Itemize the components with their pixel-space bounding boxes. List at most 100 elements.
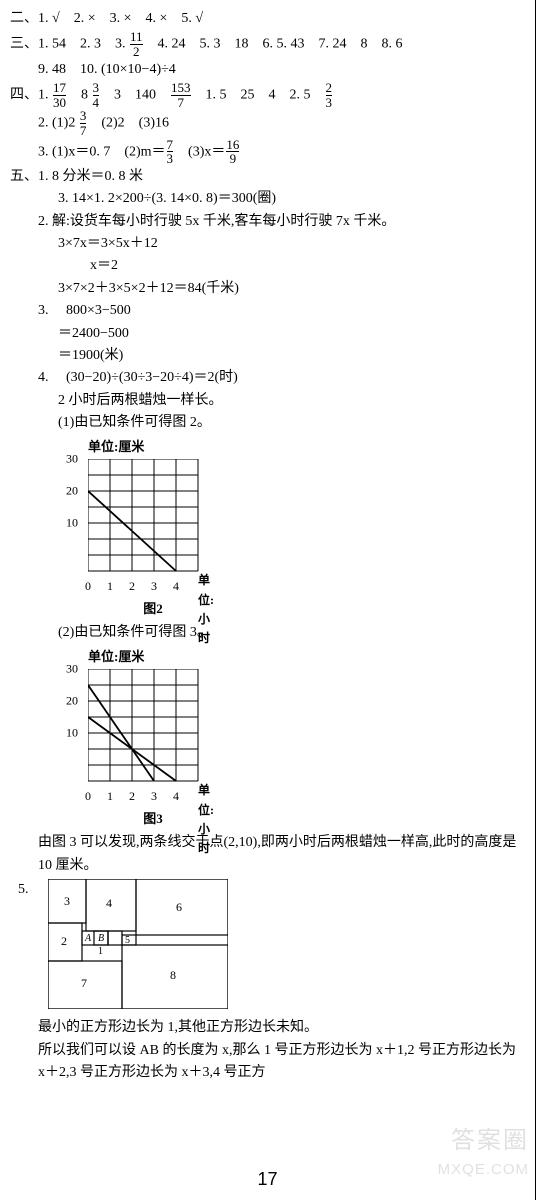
sec2-a1: 1. √: [38, 11, 60, 26]
fd: 4: [93, 95, 100, 110]
xtick-4b: 4: [173, 787, 179, 806]
s4-2-2: (2)2: [101, 116, 124, 131]
sec2-a4: 4. ×: [146, 11, 168, 26]
fn: 16: [226, 138, 239, 152]
ytick-20: 20: [66, 482, 78, 501]
s4-v9: 2. 5: [290, 87, 311, 102]
sec5-q3l3: ＝1900(米): [10, 345, 521, 367]
fn: 153: [171, 81, 191, 95]
sq-5: 5: [125, 935, 130, 946]
s4-f1: 1730: [53, 81, 66, 109]
page-number: 17: [257, 1165, 277, 1194]
s4-3-f3: 169: [226, 138, 239, 166]
watermark-text: 答案圈: [451, 1122, 529, 1160]
sec2-a2: 2. ×: [74, 11, 96, 26]
xtick-0b: 0: [85, 787, 91, 806]
chart-xlabel-2: 单位:小时: [198, 571, 220, 648]
s3-8: 8. 6: [382, 37, 403, 52]
sq-6: 6: [176, 900, 182, 914]
chart-3: 30 20 10 0 1 2 3 4 单位:小时: [70, 669, 220, 809]
s4-3-2a: (2)m＝: [124, 144, 165, 159]
s4-2-f: 37: [80, 109, 87, 137]
sq-1: 1: [98, 946, 103, 957]
sec5-q2l3: x＝2: [10, 255, 521, 277]
sec2-a5: 5. √: [181, 11, 203, 26]
fd: 30: [53, 95, 66, 110]
s3-4: 4. 24: [158, 37, 186, 52]
sec5-q4l1: 4. (30−20)÷(30÷3−20÷4)＝2(时): [10, 367, 521, 389]
sec5-q2l2: 3×7x＝3×5x＋12: [10, 233, 521, 255]
sec5-q5txt1: 最小的正方形边长为 1,其他正方形边长未知。: [10, 1017, 521, 1039]
s3-2: 2. 3: [80, 37, 101, 52]
fd: 3: [326, 95, 333, 110]
q5-header: 5.: [10, 879, 38, 901]
s4-2-1a: 2. (1)2: [38, 116, 75, 131]
s4-3-1: 3. (1)x＝0. 7: [38, 144, 110, 159]
chart-2: 30 20 10 0 1 2 3 4 单位:小时: [70, 459, 220, 599]
s4-v6: 1. 5: [206, 87, 227, 102]
s4-v7: 25: [241, 87, 255, 102]
s4-f5: 1537: [171, 81, 191, 109]
xtick-1b: 1: [107, 787, 113, 806]
sec5-q1l1: 五、1. 8 分米＝0. 8 米: [10, 166, 521, 188]
sq-4: 4: [106, 896, 112, 910]
ytick-10: 10: [66, 514, 78, 533]
ytick-20b: 20: [66, 692, 78, 711]
sec5-q4l4: (2)由已知条件可得图 3。: [10, 622, 521, 644]
fd: 7: [171, 95, 191, 110]
ytick-30b: 30: [66, 660, 78, 679]
chart-ylabel-2: 单位:厘米: [88, 437, 521, 458]
sec3-row1: 三、1. 54 2. 3 3. 112 4. 24 5. 3 18 6. 5. …: [10, 30, 521, 58]
sec5-q4l2: 2 小时后两根蜡烛一样长。: [10, 390, 521, 412]
s3-6: 6. 5. 43: [263, 37, 305, 52]
fd: 9: [226, 151, 239, 166]
s3-10: 10. (10×10−4)÷4: [80, 62, 176, 77]
s3-3-frac: 112: [130, 30, 143, 58]
xtick-2b: 2: [129, 787, 135, 806]
sq-7: 7: [81, 976, 87, 990]
q5-row: 5. 3 4 6 2 A B 1: [10, 879, 521, 1017]
s4-3-3a: (3)x＝: [188, 144, 225, 159]
s4-v4: 140: [135, 87, 156, 102]
sec5-q3l1: 3. 800×3−500: [10, 300, 521, 322]
s4-v3: 3: [114, 87, 121, 102]
sec3-header: 三、: [10, 37, 38, 52]
xtick-3: 3: [151, 577, 157, 596]
s3-7: 7. 24 8: [319, 37, 368, 52]
s3-3a: 3.: [115, 37, 126, 52]
frac-n: 11: [130, 30, 143, 44]
xtick-2: 2: [129, 577, 135, 596]
s4-v2: 8: [81, 87, 88, 102]
chart-xlabel-3: 单位:小时: [198, 781, 220, 858]
sec5-q4txt: 由图 3 可以发现,两条线交于点(2,10),即两小时后两根蜡烛一样高,此时的高…: [10, 832, 521, 877]
sec4-row3: 3. (1)x＝0. 7 (2)m＝73 (3)x＝169: [10, 138, 521, 166]
frac-d: 2: [130, 44, 143, 59]
sq-8: 8: [170, 968, 176, 982]
sec5-q4l3: (1)由已知条件可得图 2。: [10, 412, 521, 434]
sec5-q2l4: 3×7×2＋3×5×2＋12＝84(千米): [10, 278, 521, 300]
sq-B: B: [98, 933, 104, 944]
s3-5: 5. 3 18: [200, 37, 249, 52]
chart-2-wrap: 单位:厘米 30 20 10 0 1 2 3 4 单位:小时 图2: [70, 437, 521, 621]
sq-3: 3: [64, 894, 70, 908]
sec2-row: 二、1. √ 2. × 3. × 4. × 5. √: [10, 8, 521, 30]
sec3-row2: 9. 48 10. (10×10−4)÷4: [10, 59, 521, 81]
fd: 3: [167, 151, 174, 166]
sq-2: 2: [61, 934, 67, 948]
sec5-q5txt2: 所以我们可以设 AB 的长度为 x,那么 1 号正方形边长为 x＋1,2 号正方…: [10, 1040, 521, 1085]
sec4-row2: 2. (1)2 37 (2)2 (3)16: [10, 109, 521, 137]
chart-3-wrap: 单位:厘米 30 20 10 0 1 2 3 4 单位:小时 图3: [70, 647, 521, 831]
fd: 7: [80, 123, 87, 138]
fn: 7: [167, 138, 174, 152]
sq-A: A: [84, 933, 92, 944]
fn: 3: [80, 109, 87, 123]
xtick-0: 0: [85, 577, 91, 596]
ytick-30: 30: [66, 450, 78, 469]
sec4-header: 四、: [10, 87, 38, 102]
s4-3-f2: 73: [167, 138, 174, 166]
s4-1a: 1.: [38, 87, 49, 102]
xtick-1: 1: [107, 577, 113, 596]
sec5-q2l1: 2. 解:设货车每小时行驶 5x 千米,客车每小时行驶 7x 千米。: [10, 211, 521, 233]
sec5-q1l2: 3. 14×1. 2×200÷(3. 14×0. 8)＝300(圈): [10, 188, 521, 210]
q1l1: 1. 8 分米＝0. 8 米: [38, 169, 143, 184]
